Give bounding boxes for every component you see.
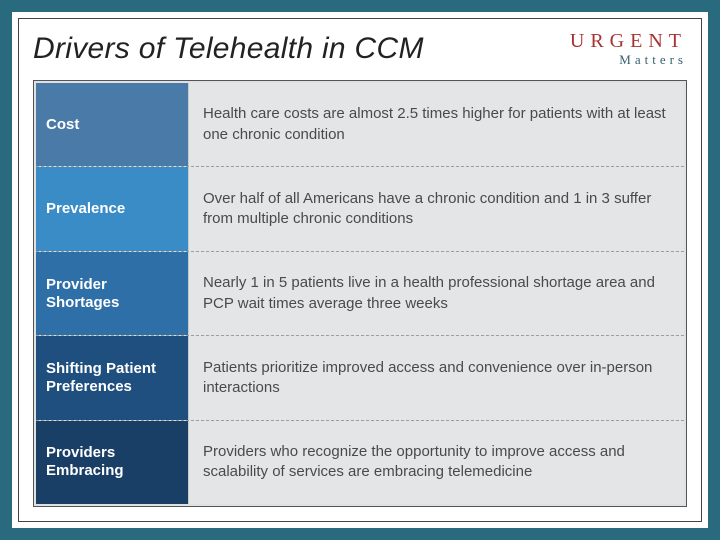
row-label-embracing: Providers Embracing — [36, 421, 188, 504]
table-row: Provider Shortages Nearly 1 in 5 patient… — [36, 251, 684, 335]
row-desc-preferences: Patients prioritize improved access and … — [188, 336, 684, 419]
table-row: Shifting Patient Preferences Patients pr… — [36, 335, 684, 419]
row-label-shortages: Provider Shortages — [36, 252, 188, 335]
header-row: Drivers of Telehealth in CCM URGENT Matt… — [33, 31, 687, 66]
row-label-prevalence: Prevalence — [36, 167, 188, 250]
row-label-preferences: Shifting Patient Preferences — [36, 336, 188, 419]
row-desc-shortages: Nearly 1 in 5 patients live in a health … — [188, 252, 684, 335]
row-desc-cost: Health care costs are almost 2.5 times h… — [188, 83, 684, 166]
row-desc-embracing: Providers who recognize the opportunity … — [188, 421, 684, 504]
page-title: Drivers of Telehealth in CCM — [33, 32, 424, 66]
outer-frame: Drivers of Telehealth in CCM URGENT Matt… — [0, 0, 720, 540]
row-label-cost: Cost — [36, 83, 188, 166]
logo-main-text: URGENT — [570, 31, 687, 51]
logo: URGENT Matters — [570, 31, 687, 66]
table-row: Prevalence Over half of all Americans ha… — [36, 166, 684, 250]
table-row: Cost Health care costs are almost 2.5 ti… — [36, 83, 684, 166]
row-desc-prevalence: Over half of all Americans have a chroni… — [188, 167, 684, 250]
inner-frame: Drivers of Telehealth in CCM URGENT Matt… — [18, 18, 702, 522]
logo-sub-text: Matters — [570, 53, 687, 66]
table-row: Providers Embracing Providers who recogn… — [36, 420, 684, 504]
drivers-table: Cost Health care costs are almost 2.5 ti… — [33, 80, 687, 507]
